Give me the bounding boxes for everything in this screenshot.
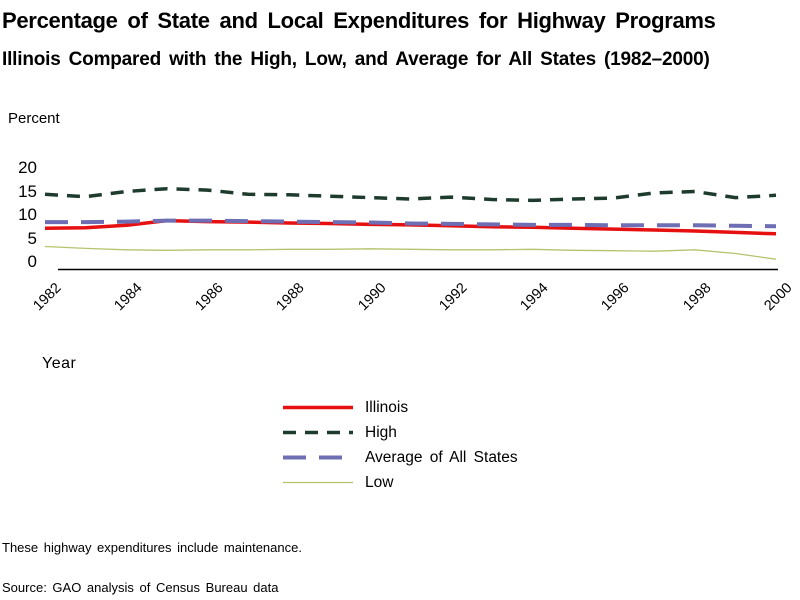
- chart-legend: Illinois High Average of All States Low: [283, 395, 518, 495]
- legend-item-high: High: [283, 420, 518, 445]
- legend-swatch-high: [283, 430, 353, 435]
- chart-title: Percentage of State and Local Expenditur…: [2, 8, 716, 33]
- y-axis-tick-label: 5: [27, 228, 37, 248]
- chart-subtitle: Illinois Compared with the High, Low, an…: [2, 49, 710, 70]
- legend-swatch-low: [283, 481, 353, 484]
- x-axis-title: Year: [42, 355, 77, 372]
- legend-item-low: Low: [283, 470, 518, 495]
- legend-item-illinois: Illinois: [283, 395, 518, 420]
- y-axis-tick-label: 0: [27, 252, 37, 271]
- legend-label-illinois: Illinois: [365, 398, 409, 416]
- legend-label-low: Low: [365, 473, 394, 491]
- series-line-average-of-all-states: [45, 218, 777, 229]
- chart-footnote: These highway expenditures include maint…: [2, 540, 302, 555]
- y-axis-title: Percent: [8, 110, 60, 127]
- y-axis-tick-label: 10: [18, 205, 37, 224]
- series-line-high: [44, 186, 777, 203]
- legend-swatch-illinois: [283, 405, 353, 410]
- legend-label-high: High: [365, 423, 397, 441]
- legend-label-average-of-all-states: Average of All States: [365, 448, 518, 466]
- y-axis-tick-label: 20: [18, 158, 37, 177]
- legend-swatch-average-of-all-states: [283, 455, 353, 460]
- legend-item-average-of-all-states: Average of All States: [283, 445, 518, 470]
- chart-source: Source: GAO analysis of Census Bureau da…: [2, 580, 279, 595]
- y-axis-tick-label: 15: [18, 181, 37, 201]
- series-line-low: [44, 245, 777, 260]
